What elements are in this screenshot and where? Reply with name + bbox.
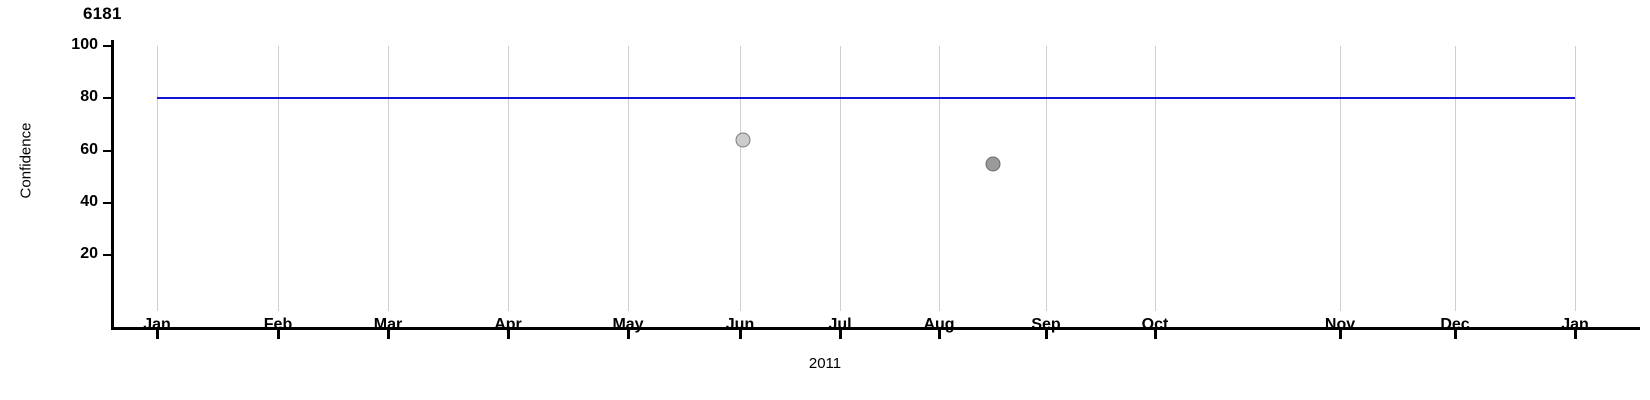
- x-tick-feb-1: [277, 330, 280, 339]
- x-tick-label-jan-0: Jan: [143, 316, 171, 333]
- y-tick-100: [103, 45, 112, 47]
- x-tick-label-may-4: May: [612, 316, 644, 333]
- x-axis-line: [111, 327, 1640, 330]
- gridline-mar-2: [388, 46, 389, 311]
- y-tick-label-60: 60: [80, 140, 98, 158]
- threshold-line: [157, 97, 1575, 100]
- y-axis-title: Confidence: [17, 122, 35, 199]
- y-tick-40: [103, 201, 112, 204]
- x-tick-label-mar-2: Mar: [373, 316, 403, 333]
- gridline-jan-0: [157, 46, 158, 311]
- x-tick-label-apr-3: Apr: [494, 316, 522, 333]
- x-tick-label-aug-7: Aug: [923, 316, 955, 333]
- x-tick-mar-2: [387, 330, 390, 339]
- x-tick-label-dec-11: Dec: [1440, 316, 1470, 333]
- x-tick-apr-3: [507, 330, 510, 339]
- gridline-oct-9: [1155, 46, 1156, 311]
- gridline-aug-7: [939, 46, 940, 311]
- gridline-apr-3: [508, 46, 509, 311]
- x-tick-sep-8: [1045, 330, 1048, 339]
- x-tick-oct-9: [1154, 330, 1157, 339]
- x-tick-jun-5: [739, 330, 742, 339]
- y-tick-80: [103, 97, 112, 100]
- gridline-jul-6: [840, 46, 841, 311]
- x-tick-jan-12: [1574, 330, 1577, 339]
- gridline-jun-5: [740, 46, 741, 311]
- x-tick-label-jul-6: Jul: [828, 316, 852, 333]
- y-tick-60: [103, 149, 112, 152]
- y-tick-20: [103, 254, 112, 256]
- x-tick-may-4: [627, 330, 630, 339]
- x-tick-label-jan-12: Jan: [1561, 316, 1589, 333]
- data-point-aug: [985, 156, 1001, 172]
- x-tick-label-jun-5: Jun: [725, 316, 755, 333]
- y-tick-label-20: 20: [80, 245, 98, 262]
- x-tick-nov-10: [1339, 330, 1342, 339]
- y-axis-line: [111, 40, 114, 329]
- y-tick-label-100: 100: [71, 36, 98, 53]
- x-tick-aug-7: [938, 330, 941, 339]
- x-tick-jul-6: [839, 330, 842, 339]
- x-tick-label-sep-8: Sep: [1031, 316, 1061, 333]
- gridline-jan-12: [1575, 46, 1576, 311]
- gridline-may-4: [628, 46, 629, 311]
- y-tick-label-80: 80: [80, 88, 98, 106]
- gridline-sep-8: [1046, 46, 1047, 311]
- chart-title: 6181: [83, 4, 122, 23]
- gridline-dec-11: [1455, 46, 1456, 311]
- x-tick-label-nov-10: Nov: [1324, 316, 1356, 333]
- y-tick-label-40: 40: [80, 192, 98, 210]
- data-point-jun: [735, 132, 751, 148]
- x-tick-dec-11: [1454, 330, 1457, 339]
- x-tick-label-feb-1: Feb: [263, 316, 293, 333]
- x-axis-title: 2011: [808, 355, 842, 372]
- x-tick-jan-0: [156, 330, 159, 339]
- gridline-nov-10: [1340, 46, 1341, 311]
- gridline-feb-1: [278, 46, 279, 311]
- x-tick-label-oct-9: Oct: [1141, 316, 1169, 333]
